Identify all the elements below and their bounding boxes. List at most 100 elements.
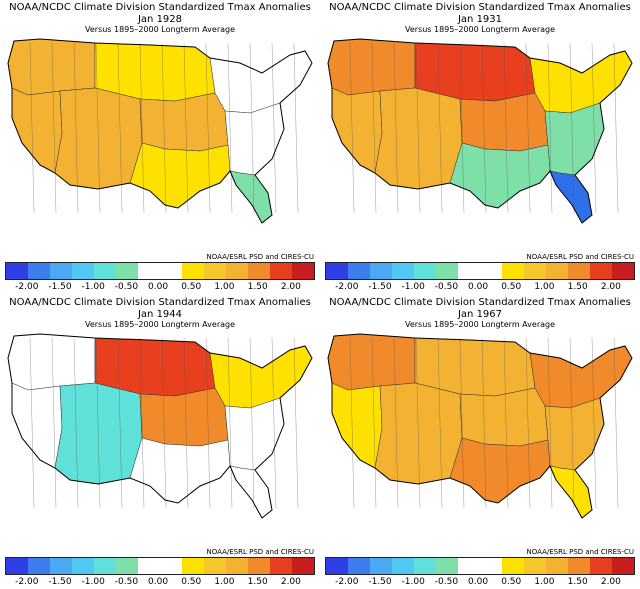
region-west [331, 87, 383, 174]
region-west [11, 382, 63, 469]
region-southcentral [129, 142, 231, 209]
division-line [183, 42, 189, 214]
division-line [569, 337, 575, 509]
color-swatch [6, 558, 28, 574]
region-southeast [224, 397, 285, 471]
credit-text: NOAA/ESRL PSD and CIRES-CU [206, 548, 314, 556]
tick-label: 0.50 [181, 282, 202, 292]
panel-date: Jan 1967 [457, 309, 503, 320]
color-swatch [348, 558, 370, 574]
color-swatch [116, 558, 138, 574]
division-line [227, 337, 233, 509]
color-swatch [370, 263, 392, 279]
tick-label: 1.50 [567, 577, 588, 587]
division-line [349, 337, 355, 509]
tick-label: -1.00 [81, 282, 105, 292]
tick-label: -0.50 [434, 577, 459, 587]
region-florida [549, 170, 593, 224]
color-swatch [414, 263, 436, 279]
division-line [415, 42, 421, 214]
division-line [503, 42, 509, 214]
color-swatch [116, 263, 138, 279]
division-line [393, 42, 399, 214]
panel-subtitle: Versus 1895–2000 Longterm Average [84, 320, 236, 329]
region-west [11, 87, 63, 174]
credit-text: NOAA/ESRL PSD and CIRES-CU [206, 253, 314, 261]
division-line [481, 337, 487, 509]
color-swatch [590, 558, 612, 574]
color-swatch [72, 558, 94, 574]
division-line [29, 337, 35, 509]
division-line [161, 337, 167, 509]
color-swatch [72, 263, 94, 279]
color-swatch [138, 558, 160, 574]
division-line [271, 42, 277, 214]
division-line [591, 42, 597, 214]
color-swatch [94, 558, 116, 574]
panel-date: Jan 1928 [137, 14, 183, 25]
division-line [95, 337, 101, 509]
color-swatch [414, 558, 436, 574]
color-swatch [348, 263, 370, 279]
map-panel-1967: NOAA/NCDC Climate Division Standardized … [320, 295, 640, 589]
division-line [227, 42, 233, 214]
division-line [73, 337, 79, 509]
tick-label: 2.00 [280, 282, 301, 292]
division-line [183, 337, 189, 509]
panel-title: NOAA/NCDC Climate Division Standardized … [329, 2, 631, 13]
color-swatch [292, 263, 314, 279]
color-scale-bar [325, 557, 635, 575]
region-florida [229, 465, 273, 519]
region-southeast [544, 102, 605, 176]
tick-label: -0.50 [114, 282, 139, 292]
tick-label: 0.50 [181, 577, 202, 587]
color-swatch [326, 558, 348, 574]
color-swatch [28, 558, 50, 574]
tick-label: -2.00 [335, 577, 359, 587]
us-anomaly-map [7, 333, 313, 519]
color-swatch [160, 263, 182, 279]
color-swatch [50, 558, 72, 574]
division-line [51, 42, 57, 214]
us-anomaly-map [7, 38, 313, 224]
color-swatch [292, 558, 314, 574]
color-swatch [612, 263, 634, 279]
color-swatch [502, 558, 524, 574]
panel-subtitle: Versus 1895–2000 Longterm Average [404, 25, 556, 34]
division-line [525, 337, 531, 509]
color-swatch [502, 263, 524, 279]
region-southeast [224, 102, 285, 176]
region-northwest [327, 333, 416, 391]
tick-label: 2.00 [600, 577, 621, 587]
color-swatch [480, 263, 502, 279]
tick-label: -2.00 [15, 577, 39, 587]
region-northwest [327, 38, 416, 96]
division-line [393, 337, 399, 509]
division-line [249, 42, 255, 214]
color-scale-bar [325, 262, 635, 280]
tick-label: 0.50 [501, 282, 522, 292]
tick-label: -0.50 [434, 282, 459, 292]
color-swatch [436, 558, 458, 574]
color-swatch [138, 263, 160, 279]
color-scale-bar [5, 262, 315, 280]
panel-title: NOAA/NCDC Climate Division Standardized … [9, 297, 311, 308]
map-panel-1931: NOAA/NCDC Climate Division Standardized … [320, 0, 640, 294]
tick-label: -0.50 [114, 577, 139, 587]
division-line [371, 337, 377, 509]
tick-label: -1.50 [48, 282, 72, 292]
tick-label: 0.00 [148, 577, 169, 587]
color-swatch [524, 558, 546, 574]
color-swatch [458, 263, 480, 279]
panel-subtitle: Versus 1895–2000 Longterm Average [404, 320, 556, 329]
color-swatch [590, 263, 612, 279]
color-swatch [204, 558, 226, 574]
division-line [569, 42, 575, 214]
region-central [139, 92, 229, 152]
us-anomaly-map [327, 333, 633, 519]
division-line [139, 337, 145, 509]
division-line [29, 42, 35, 214]
region-central [459, 387, 549, 447]
division-line [293, 42, 299, 214]
division-line [205, 42, 211, 214]
